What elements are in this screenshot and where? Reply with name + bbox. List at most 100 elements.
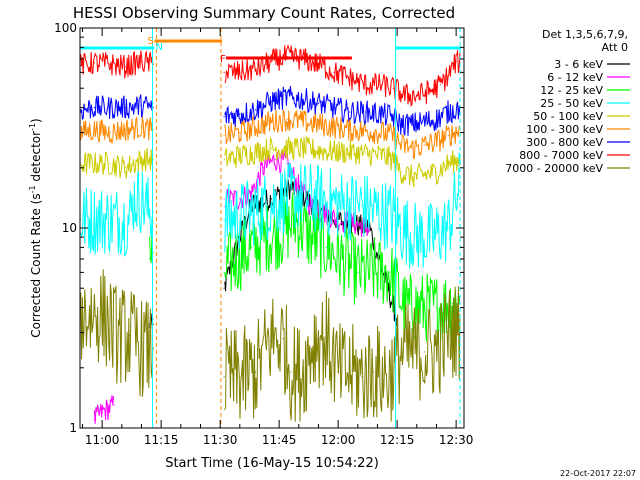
y-axis-label: Corrected Count Rate (s-1 detector-1) [28,118,43,337]
data-point [412,176,414,178]
series-line [80,269,461,422]
x-axis-label: Start Time (16-May-15 10:54:22) [165,456,379,471]
data-point [435,171,438,173]
data-point [239,113,241,115]
data-point [93,107,95,109]
data-point [317,102,320,104]
data-point [152,129,154,131]
data-point [109,163,111,165]
data-point [254,126,257,128]
data-point [223,134,225,137]
data-point [286,118,288,120]
data-point [286,163,288,165]
chart-title: HESSI Observing Summary Count Rates, Cor… [73,4,455,22]
data-point [349,111,351,113]
data-point [148,258,150,260]
data-point [388,271,390,273]
data-point [223,71,225,73]
data-point [93,62,95,64]
data-point [152,63,154,65]
s-flag-label: S [147,36,153,47]
data-point [424,144,426,146]
series-1 [93,150,371,424]
legend-label: 3 - 6 keV [554,58,603,71]
data-point [270,147,272,149]
x-tick-label: 12:15 [380,433,415,447]
data-point [109,132,111,134]
n-flag-label: N [155,42,162,53]
legend-label: 100 - 300 keV [526,123,603,136]
data-point [239,198,241,200]
data-point [223,158,225,161]
legend-label: 300 - 800 keV [526,136,603,149]
series-line [80,85,461,137]
svg-text:Corrected Count Rate (s-1 dete: Corrected Count Rate (s-1 detector-1) [28,118,43,337]
data-point [223,116,225,118]
data-point [223,287,225,289]
data-point [152,211,154,213]
series-line [80,152,461,269]
plot-area: SN F 1 10 100 11:00 11:15 11:30 11:45 12:00 12:15 1… [54,21,473,447]
legend-label: 50 - 100 keV [533,110,603,123]
data-point [274,158,276,161]
data-point [223,376,225,378]
x-tick-label: 11:15 [144,433,179,447]
series-7 [80,44,461,108]
data-point [109,63,111,65]
data-point [451,302,453,304]
series-3 [80,152,461,269]
data-point [447,227,449,229]
f-flag-label: F [220,54,226,65]
data-point [361,204,363,206]
series-line [80,135,461,188]
series-line [80,44,461,108]
data-point [251,246,253,248]
x-tick-label: 12:30 [439,433,474,447]
y-tick-label: 100 [54,21,77,35]
data-point [125,66,127,68]
data-point [447,134,449,137]
y-axis-label-end: ) [29,118,43,123]
series-8 [80,269,461,422]
data-point [325,246,327,248]
timestamp: 22-Oct-2017 22:07 [560,469,636,478]
legend-header-line1: Det 1,3,5,6,7,9, [542,28,628,41]
legend-label: 7000 - 20000 keV [505,162,603,175]
data-point [113,404,115,406]
data-point [392,87,394,89]
legend-label: 6 - 12 keV [547,71,603,84]
data-point [152,158,154,161]
legend-header-line2: Att 0 [602,41,628,54]
data-point [152,252,154,254]
data-point [152,107,154,109]
series-5 [80,109,461,160]
data-point [361,376,363,378]
data-point [266,204,268,206]
legend-label: 25 - 50 keV [540,97,603,110]
y-axis-label-sup1: -1 [28,185,37,193]
legend-label: 12 - 25 keV [540,84,603,97]
x-tick-label: 11:00 [85,433,120,447]
data-point [365,153,367,155]
data-point [424,351,426,353]
data-point [223,219,225,221]
series-line [80,109,461,160]
data-point [282,338,284,340]
data-point [239,132,241,134]
data-point [400,171,402,173]
data-point [152,323,154,325]
data-point [254,109,257,111]
data-point [459,158,461,161]
data-point [439,84,441,86]
y-axis-label-main: Corrected Count Rate (s [29,193,43,337]
y-axis-label-sup2: -1 [28,123,37,131]
data-point [125,167,127,169]
x-tick-label: 12:00 [321,433,356,447]
data-point [290,371,292,373]
y-axis-label-mid: detector [29,131,43,186]
x-tick-label: 11:30 [203,433,238,447]
data-point [357,271,359,273]
data-point [223,198,225,200]
